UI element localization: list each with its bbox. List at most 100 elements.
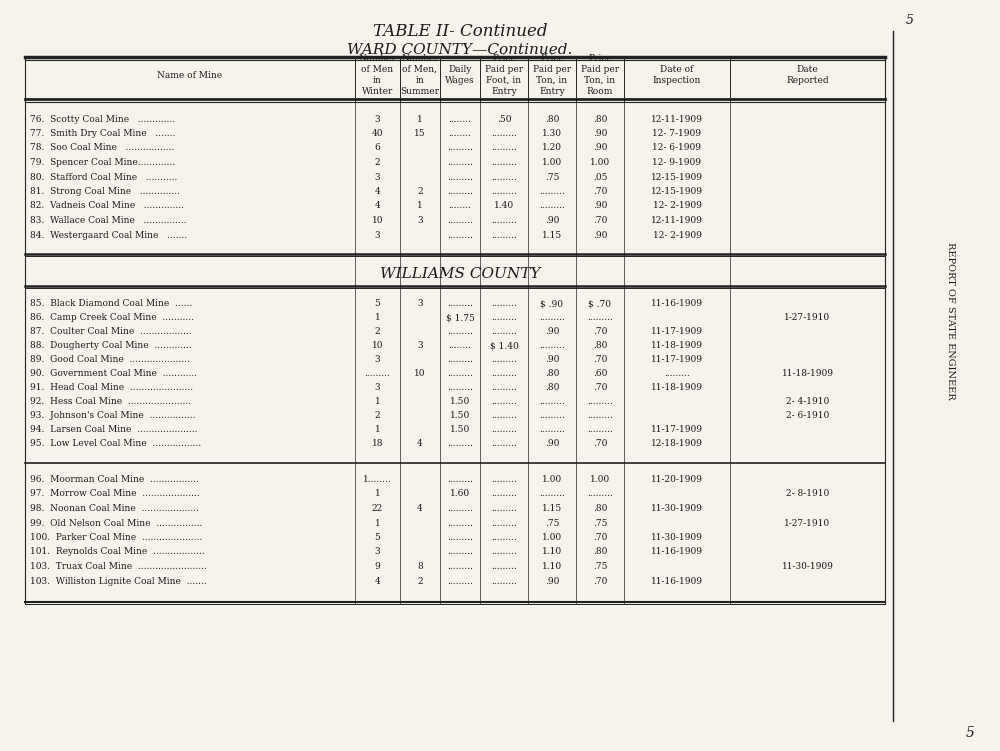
Text: 3: 3 [417,216,423,225]
Text: .90: .90 [593,201,607,210]
Text: 4: 4 [417,439,423,448]
Text: .........: ......... [539,397,565,406]
Text: .........: ......... [491,425,517,434]
Text: 2: 2 [417,187,423,196]
Text: .........: ......... [447,299,473,308]
Text: .80: .80 [593,504,607,513]
Text: 2- 6-1910: 2- 6-1910 [786,411,829,420]
Text: .........: ......... [491,475,517,484]
Text: ........: ........ [448,201,472,210]
Text: .75: .75 [593,518,607,527]
Text: .75: .75 [545,518,559,527]
Text: .70: .70 [593,216,607,225]
Text: REPORT OF STATE ENGINEER: REPORT OF STATE ENGINEER [946,242,954,400]
Text: .........: ......... [447,231,473,240]
Text: .90: .90 [545,327,559,336]
Text: .........: ......... [664,369,690,378]
Text: .90: .90 [545,216,559,225]
Text: 1.50: 1.50 [450,425,470,434]
Text: $ 1.40: $ 1.40 [490,341,518,350]
Text: .........: ......... [539,201,565,210]
Text: 11-17-1909: 11-17-1909 [651,327,703,336]
Text: .........: ......... [491,158,517,167]
Text: 1.00: 1.00 [542,533,562,542]
Text: 1: 1 [375,397,380,406]
Text: Price
Paid per
Ton, in
Room: Price Paid per Ton, in Room [581,54,619,96]
Text: .90: .90 [593,143,607,152]
Text: .........: ......... [447,562,473,571]
Text: 12- 2-1909: 12- 2-1909 [653,201,701,210]
Text: .90: .90 [545,439,559,448]
Text: .........: ......... [491,397,517,406]
Text: 77.  Smith Dry Coal Mine   .......: 77. Smith Dry Coal Mine ....... [30,129,175,138]
Text: 98.  Noonan Coal Mine  ....................: 98. Noonan Coal Mine ...................… [30,504,199,513]
Text: .........: ......... [491,231,517,240]
Text: 4: 4 [375,201,380,210]
Text: .........: ......... [447,158,473,167]
Text: .........: ......... [447,547,473,556]
Text: .70: .70 [593,383,607,392]
Text: 11-17-1909: 11-17-1909 [651,425,703,434]
Text: 101.  Reynolds Coal Mine  ..................: 101. Reynolds Coal Mine ................… [30,547,205,556]
Text: Price
Paid per
Foot, in
Entry: Price Paid per Foot, in Entry [485,54,523,96]
Text: .80: .80 [545,369,559,378]
Text: 99.  Old Nelson Coal Mine  ................: 99. Old Nelson Coal Mine ...............… [30,518,202,527]
Text: TABLE II- Continued: TABLE II- Continued [373,23,547,40]
Text: .........: ......... [539,313,565,322]
Text: 1.50: 1.50 [450,411,470,420]
Text: 103.  Williston Lignite Coal Mine  .......: 103. Williston Lignite Coal Mine ....... [30,577,207,586]
Text: 10: 10 [414,369,426,378]
Text: 93.  Johnson's Coal Mine  ................: 93. Johnson's Coal Mine ................ [30,411,196,420]
Text: 79.  Spencer Coal Mine.............: 79. Spencer Coal Mine............. [30,158,175,167]
Text: 11-17-1909: 11-17-1909 [651,355,703,364]
Text: 12-11-1909: 12-11-1909 [651,216,703,225]
Text: 92.  Hess Coal Mine  ......................: 92. Hess Coal Mine .....................… [30,397,191,406]
Text: 1: 1 [417,201,423,210]
Text: 10: 10 [372,216,383,225]
Text: 1.60: 1.60 [450,490,470,499]
Text: 97.  Morrow Coal Mine  ....................: 97. Morrow Coal Mine ...................… [30,490,200,499]
Text: 80.  Stafford Coal Mine   ...........: 80. Stafford Coal Mine ........... [30,173,177,182]
Text: 3: 3 [375,173,380,182]
Text: .60: .60 [593,369,607,378]
Text: .........: ......... [491,369,517,378]
Text: 12- 6-1909: 12- 6-1909 [652,143,702,152]
Text: .........: ......... [447,439,473,448]
Bar [920,0,1000,751]
Text: .75: .75 [545,173,559,182]
Text: 3: 3 [375,231,380,240]
Text: .70: .70 [593,439,607,448]
Text: 12-15-1909: 12-15-1909 [651,173,703,182]
Text: 11-30-1909: 11-30-1909 [651,533,703,542]
Text: .........: ......... [491,533,517,542]
Text: .90: .90 [545,355,559,364]
Text: .........: ......... [491,547,517,556]
Text: .........: ......... [447,518,473,527]
Text: 4: 4 [417,504,423,513]
Text: .........: ......... [491,562,517,571]
Text: .70: .70 [593,355,607,364]
Text: 1.00: 1.00 [590,475,610,484]
Text: 3: 3 [375,547,380,556]
Text: .........: ......... [539,187,565,196]
Text: 86.  Camp Creek Coal Mine  ...........: 86. Camp Creek Coal Mine ........... [30,313,194,322]
Text: .........: ......... [587,425,613,434]
Text: 5: 5 [966,726,974,740]
Text: .........: ......... [539,411,565,420]
Text: .80: .80 [545,114,559,123]
Text: 3: 3 [375,114,380,123]
Text: 1.10: 1.10 [542,547,562,556]
Text: 1.30: 1.30 [542,129,562,138]
Text: 4: 4 [375,577,380,586]
Text: 11-16-1909: 11-16-1909 [651,577,703,586]
Text: 1: 1 [375,490,380,499]
Text: .........: ......... [491,383,517,392]
Text: ........: ........ [448,114,472,123]
Text: .........: ......... [491,518,517,527]
Text: 2: 2 [375,158,380,167]
Text: 1.15: 1.15 [542,231,562,240]
Text: 22: 22 [372,504,383,513]
Text: .50: .50 [497,114,511,123]
Text: ........: ........ [448,341,472,350]
Text: ........: ........ [448,129,472,138]
